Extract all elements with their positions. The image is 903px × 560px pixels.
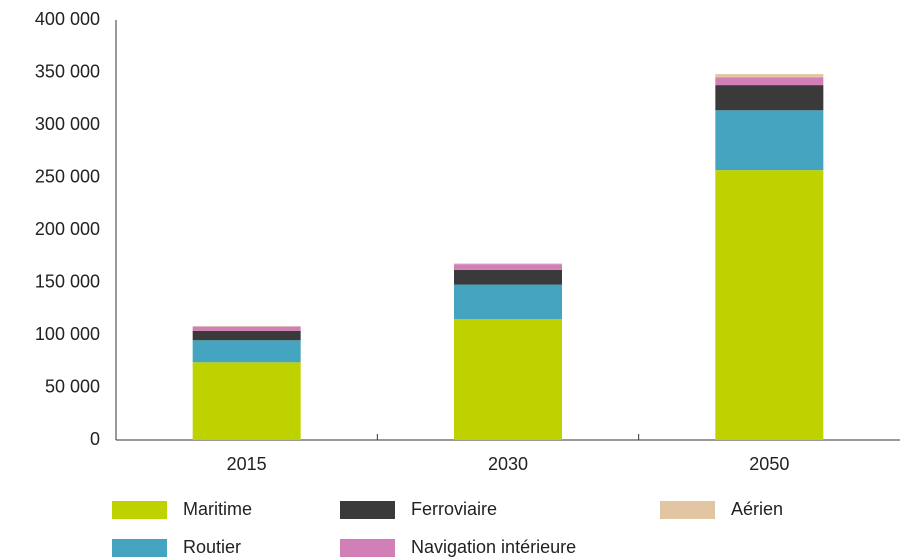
x-tick-label: 2015 [227,454,267,474]
bar-segment [192,330,301,341]
bar-segment [454,319,562,440]
y-tick-label: 50 000 [45,376,100,396]
legend-swatch [660,501,715,519]
legend-swatch [340,501,395,519]
bar-segment [454,263,562,265]
legend-label: Ferroviaire [411,499,497,519]
bar-segment [192,340,301,363]
bar-segment [192,326,301,327]
bar-segment [454,284,562,320]
y-tick-label: 300 000 [35,114,100,134]
legend-swatch [112,539,167,557]
bar-segment [454,269,562,285]
bar-segment [715,74,824,78]
legend-label: Maritime [183,499,252,519]
legend-swatch [340,539,395,557]
y-tick-label: 400 000 [35,9,100,29]
bar-segment [715,110,824,171]
legend-label: Routier [183,537,241,557]
legend-swatch [112,501,167,519]
legend-label: Navigation intérieure [411,537,576,557]
bar-segment [715,170,824,440]
bar-segment [192,326,301,331]
bar-segment [715,77,824,86]
legend-label: Aérien [731,499,783,519]
y-tick-label: 250 000 [35,166,100,186]
bar-segment [192,362,301,440]
y-tick-label: 100 000 [35,324,100,344]
bar-segment [715,85,824,111]
y-tick-label: 350 000 [35,61,100,81]
x-tick-label: 2030 [488,454,528,474]
y-tick-label: 0 [90,429,100,449]
bar-segment [454,264,562,270]
y-tick-label: 150 000 [35,271,100,291]
x-tick-label: 2050 [749,454,789,474]
y-tick-label: 200 000 [35,219,100,239]
